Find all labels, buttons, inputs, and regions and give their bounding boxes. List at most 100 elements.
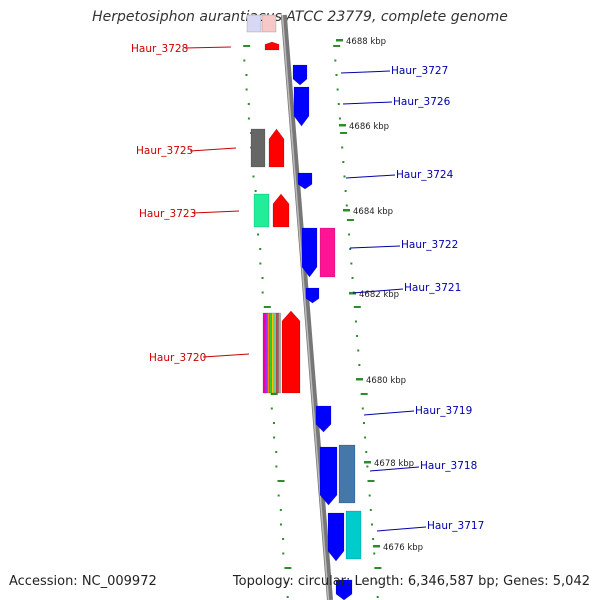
leader-line <box>363 410 415 416</box>
partial-gene-faded <box>246 14 262 33</box>
left-tick <box>243 45 251 47</box>
right-tick <box>373 552 376 555</box>
gene-label-right: Haur_3727 <box>391 65 448 77</box>
right-tick <box>356 335 359 337</box>
gene-arrow-haur-3724 <box>297 172 313 190</box>
leader-line <box>189 147 237 152</box>
left-tick <box>275 465 278 468</box>
scale-label: 4680 kbp <box>366 376 406 386</box>
gene-arrow-partial <box>335 579 353 600</box>
scale-labels: 4688 kbp 4686 kbp 4684 kbp 4682 kbp 4680 kbp… <box>336 37 423 553</box>
scale-tick <box>349 292 356 295</box>
right-tick <box>368 494 371 497</box>
right-tick <box>370 523 373 526</box>
scale-tick <box>336 39 343 42</box>
right-tick <box>353 306 361 308</box>
left-tick <box>286 596 289 598</box>
left-tick <box>254 190 257 192</box>
leader-line <box>192 210 240 214</box>
right-tick <box>365 451 368 453</box>
right-tick <box>350 262 353 265</box>
left-tick <box>275 451 278 453</box>
right-tick <box>341 146 344 149</box>
left-tick <box>261 291 264 294</box>
left-tick <box>263 306 271 308</box>
right-tick <box>337 103 340 105</box>
left-tick <box>252 175 255 178</box>
right-tick <box>367 480 375 482</box>
leader-line <box>369 466 420 472</box>
gene-stripe <box>275 312 279 394</box>
right-tick <box>361 407 364 410</box>
gene-stripe <box>267 312 270 394</box>
accession-text: Accession: NC_009972 <box>9 574 157 589</box>
leader-line <box>349 245 401 249</box>
right-tick <box>357 349 360 352</box>
left-tick <box>243 59 246 62</box>
scale-tick <box>364 461 371 464</box>
right-tick <box>345 204 348 207</box>
leader-line <box>342 101 393 105</box>
gene-stripe <box>264 312 268 394</box>
left-tick <box>279 509 282 511</box>
gene-label-right: Haur_3718 <box>420 460 477 472</box>
gene-label-right: Haur_3721 <box>404 282 461 294</box>
gene-arrow-haur-3723 <box>272 193 290 228</box>
gene-stripe <box>269 312 273 394</box>
left-tick <box>259 262 262 265</box>
gene-label-left: Haur_3725 <box>136 145 193 157</box>
gene-arrow-haur-3717 <box>327 512 345 562</box>
gene-block-steel <box>338 444 356 504</box>
gene-label-right: Haur_3717 <box>427 520 484 532</box>
gene-arrow-haur-3727 <box>292 64 308 86</box>
right-tick <box>344 190 347 192</box>
scale-label: 4688 kbp <box>346 37 386 47</box>
left-tick <box>277 494 280 497</box>
right-tick <box>376 596 379 598</box>
leader-line <box>202 353 250 358</box>
leader-line <box>352 288 404 294</box>
right-tick <box>351 277 354 279</box>
gene-arrow-haur-3722 <box>301 227 318 278</box>
left-tick <box>284 581 287 584</box>
partial-gene-faded <box>261 14 277 33</box>
gene-stripe <box>271 312 275 394</box>
right-tick <box>340 132 348 134</box>
right-tick <box>335 74 338 76</box>
gene-stripe <box>273 312 277 394</box>
gene-label-left: Haur_3723 <box>139 208 196 220</box>
leader-line <box>345 174 396 179</box>
genome-summary-text: Topology: circular; Length: 6,346,587 bp… <box>232 574 590 589</box>
left-tick <box>247 117 250 120</box>
backbone-highlight <box>281 14 330 600</box>
right-tick <box>369 509 372 511</box>
left-tick <box>273 436 276 439</box>
gene-arrow-haur-3720 <box>281 310 301 394</box>
gene-label-right: Haur_3719 <box>415 405 472 417</box>
leader-line <box>184 46 232 49</box>
gene-block-green <box>253 193 270 228</box>
gene-arrow-haur-3728 <box>264 41 280 51</box>
right-tick <box>346 219 354 221</box>
gene-arrow-haur-3726 <box>293 86 310 127</box>
scale-tick <box>343 209 350 212</box>
right-tick <box>374 567 382 569</box>
scale-label: 4684 kbp <box>353 207 393 217</box>
tick-marks <box>243 45 382 598</box>
right-tick <box>333 45 341 47</box>
right-tick <box>349 248 352 250</box>
right-tick <box>354 320 357 323</box>
gene-arrow-haur-3721 <box>305 287 320 304</box>
right-tick <box>372 538 375 540</box>
gene-arrow-haur-3718 <box>319 446 338 506</box>
scale-label: 4682 kbp <box>359 290 399 300</box>
right-tick <box>334 59 337 62</box>
right-tick <box>343 175 346 178</box>
left-tick <box>279 523 282 526</box>
gene-label-right: Haur_3726 <box>393 96 451 108</box>
left-tick <box>284 567 292 569</box>
gene-arrow-haur-3725 <box>268 128 285 168</box>
gene-label-left: Haur_3728 <box>131 43 188 55</box>
gene-label-left: Haur_3720 <box>149 352 206 364</box>
